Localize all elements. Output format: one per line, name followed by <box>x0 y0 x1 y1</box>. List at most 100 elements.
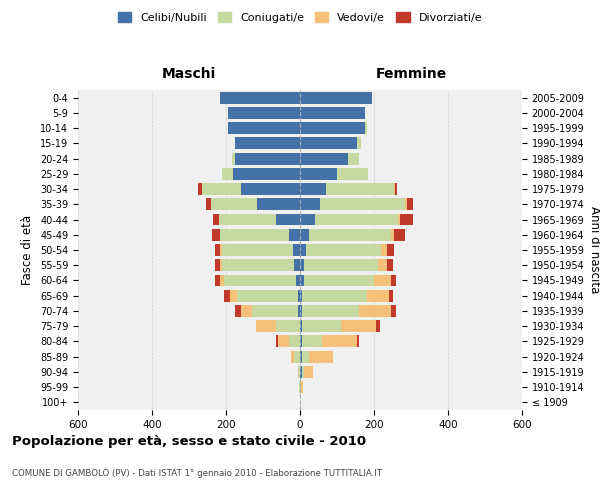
Bar <box>398 214 400 226</box>
Bar <box>295 260 300 271</box>
Bar <box>309 229 391 240</box>
Bar <box>304 366 313 378</box>
Bar <box>305 244 382 256</box>
Bar <box>256 320 276 332</box>
Text: COMUNE DI GAMBOLÒ (PV) - Dati ISTAT 1° gennaio 2010 - Elaborazione TUTTITALIA.IT: COMUNE DI GAMBOLÒ (PV) - Dati ISTAT 1° g… <box>12 468 382 478</box>
Bar <box>394 229 406 240</box>
Bar <box>359 305 391 317</box>
Text: Maschi: Maschi <box>162 67 216 81</box>
Bar <box>378 260 387 271</box>
Bar <box>233 168 300 180</box>
Bar <box>300 168 337 180</box>
Bar <box>300 122 365 134</box>
Bar <box>300 336 302 347</box>
Bar <box>300 183 326 195</box>
Bar <box>302 290 367 302</box>
Bar <box>224 274 296 286</box>
Bar <box>300 198 320 210</box>
Bar <box>224 290 230 302</box>
Text: Popolazione per età, sesso e stato civile - 2010: Popolazione per età, sesso e stato civil… <box>12 435 366 448</box>
Bar <box>300 381 301 393</box>
Bar <box>358 336 359 347</box>
Bar <box>291 350 295 362</box>
Bar <box>302 366 304 378</box>
Bar <box>223 260 295 271</box>
Bar <box>315 214 398 226</box>
Bar <box>300 214 315 226</box>
Bar <box>300 320 302 332</box>
Bar <box>300 92 372 104</box>
Bar <box>365 122 367 134</box>
Bar <box>300 229 309 240</box>
Bar <box>289 336 300 347</box>
Bar <box>252 305 298 317</box>
Bar <box>241 305 252 317</box>
Bar <box>322 336 358 347</box>
Bar <box>367 290 389 302</box>
Bar <box>300 274 304 286</box>
Bar <box>348 152 359 164</box>
Bar <box>389 290 392 302</box>
Bar <box>302 320 341 332</box>
Bar <box>407 198 413 210</box>
Bar <box>298 366 300 378</box>
Text: Femmine: Femmine <box>376 67 446 81</box>
Bar <box>235 305 241 317</box>
Bar <box>376 320 380 332</box>
Bar <box>228 107 300 119</box>
Bar <box>320 198 406 210</box>
Bar <box>215 244 220 256</box>
Bar <box>300 244 305 256</box>
Bar <box>235 138 300 149</box>
Bar <box>276 214 300 226</box>
Bar <box>223 244 293 256</box>
Bar <box>337 168 368 180</box>
Bar <box>304 260 378 271</box>
Bar <box>302 336 322 347</box>
Bar <box>387 260 392 271</box>
Bar <box>374 274 391 286</box>
Bar <box>211 198 257 210</box>
Bar <box>295 350 300 362</box>
Bar <box>300 260 304 271</box>
Bar <box>300 305 302 317</box>
Bar <box>406 198 407 210</box>
Bar <box>202 183 241 195</box>
Bar <box>293 244 300 256</box>
Bar <box>212 229 220 240</box>
Bar <box>228 122 300 134</box>
Bar <box>298 290 300 302</box>
Bar <box>309 350 334 362</box>
Bar <box>301 381 302 393</box>
Bar <box>278 336 289 347</box>
Bar <box>235 152 300 164</box>
Bar <box>341 320 376 332</box>
Bar <box>220 229 289 240</box>
Bar <box>223 168 233 180</box>
Y-axis label: Fasce di età: Fasce di età <box>22 215 34 285</box>
Bar <box>276 320 300 332</box>
Bar <box>299 381 300 393</box>
Bar <box>230 290 237 302</box>
Bar <box>300 366 302 378</box>
Bar <box>382 244 387 256</box>
Bar <box>304 274 374 286</box>
Bar <box>394 183 395 195</box>
Y-axis label: Anni di nascita: Anni di nascita <box>588 206 600 294</box>
Bar <box>215 260 220 271</box>
Bar <box>302 350 309 362</box>
Bar <box>232 152 235 164</box>
Bar <box>296 274 300 286</box>
Bar <box>198 183 202 195</box>
Bar <box>400 214 413 226</box>
Bar <box>213 214 218 226</box>
Bar <box>391 274 396 286</box>
Legend: Celibi/Nubili, Coniugati/e, Vedovi/e, Divorziati/e: Celibi/Nubili, Coniugati/e, Vedovi/e, Di… <box>113 8 487 28</box>
Bar <box>237 290 298 302</box>
Bar <box>300 350 302 362</box>
Bar <box>220 92 300 104</box>
Bar <box>300 290 302 302</box>
Bar <box>300 152 348 164</box>
Bar <box>298 305 300 317</box>
Bar <box>276 336 278 347</box>
